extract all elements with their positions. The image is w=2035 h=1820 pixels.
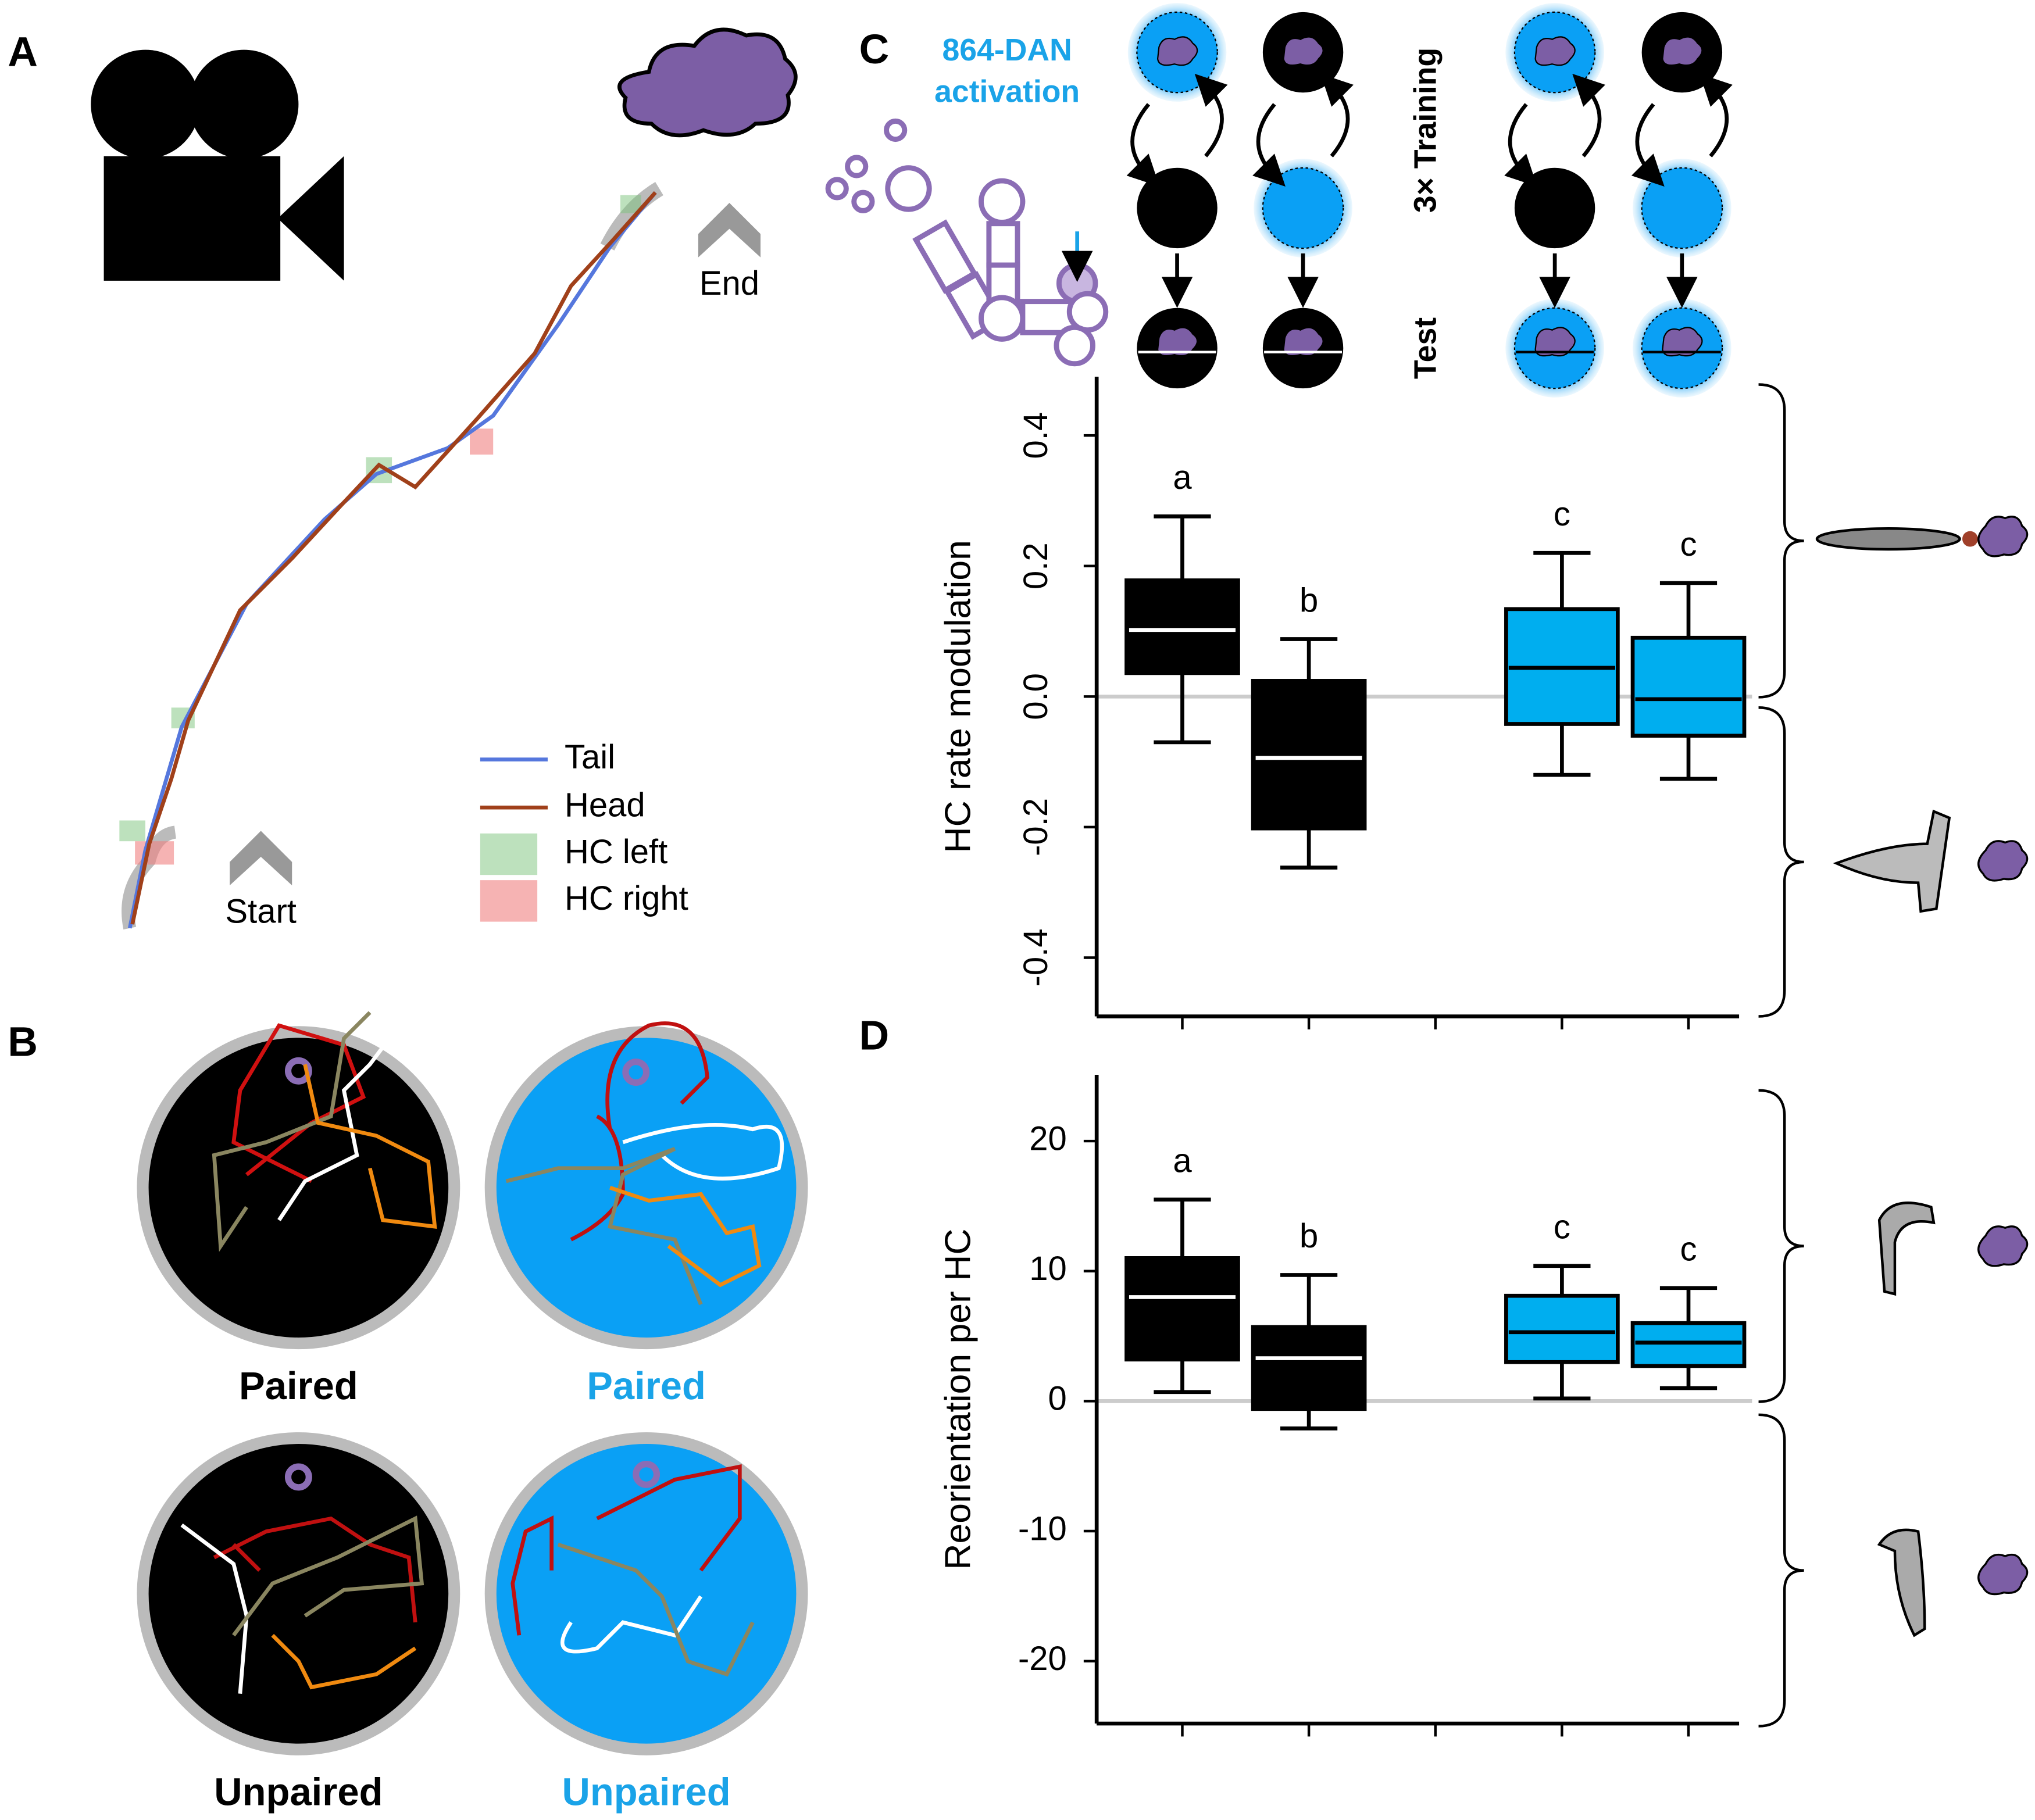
dish <box>1514 167 1595 249</box>
odor <box>1156 327 1198 357</box>
significance-letter: b <box>1299 581 1318 619</box>
y-tick-label: 0.0 <box>1017 673 1055 720</box>
box <box>1251 1325 1367 1411</box>
odor <box>1283 36 1324 66</box>
y-axis-label: HC rate modulation <box>937 540 978 853</box>
legend-label: Head <box>565 786 645 824</box>
larva-tracks <box>180 1011 784 1694</box>
panel-label: A <box>8 28 38 75</box>
box <box>1630 635 1747 738</box>
activation-label: activation <box>934 75 1080 109</box>
significance-letter: c <box>1554 1208 1570 1246</box>
panel-label: C <box>859 26 890 73</box>
significance-letter: c <box>1554 495 1570 533</box>
odor-source <box>284 1057 661 1491</box>
significance-letter: c <box>1680 525 1697 563</box>
test-label: Test <box>1409 317 1443 379</box>
odor <box>1156 36 1198 66</box>
y-axis-label: Reorientation per HC <box>937 1228 978 1569</box>
condition-label: Paired <box>239 1364 358 1408</box>
brace <box>1758 1089 1804 1403</box>
significance-letter: c <box>1680 1231 1697 1268</box>
y-tick-label: 20 <box>1029 1120 1067 1157</box>
arrow <box>1572 73 1606 158</box>
panel-label: D <box>859 1012 890 1059</box>
trajectory <box>119 181 664 929</box>
y-tick-label: 10 <box>1029 1250 1067 1288</box>
arrow <box>1320 73 1354 158</box>
odor <box>1662 36 1703 66</box>
legend <box>480 757 548 922</box>
start-label: Start <box>225 893 297 931</box>
odor <box>1534 327 1576 357</box>
panel-label: B <box>8 1019 38 1065</box>
end-label: End <box>699 264 759 302</box>
neuron-schematic <box>825 118 1109 367</box>
odor-cloud <box>617 27 798 138</box>
odor <box>1534 36 1576 66</box>
legend-label: HC right <box>565 879 688 917</box>
box <box>1630 1321 1747 1368</box>
dish <box>1262 167 1344 249</box>
y-tick-label: -0.2 <box>1017 798 1055 856</box>
arrow <box>1194 73 1228 158</box>
camera-icon <box>91 49 344 281</box>
dish <box>1137 167 1218 249</box>
y-tick-label: -20 <box>1018 1640 1067 1678</box>
significance-letter: a <box>1173 459 1192 496</box>
y-tick-label: 0.4 <box>1017 412 1055 459</box>
box <box>1251 679 1367 831</box>
dish <box>1641 167 1723 249</box>
box <box>1124 578 1240 675</box>
y-tick-label: 0.2 <box>1017 542 1055 589</box>
significance-letter: b <box>1299 1217 1318 1255</box>
box <box>1504 1293 1620 1364</box>
start-end-markers <box>230 202 761 886</box>
training-label: 3× Training <box>1409 48 1443 213</box>
arrow <box>1700 73 1733 158</box>
arrow <box>1252 103 1286 187</box>
odor <box>1283 327 1324 357</box>
protocol-schematic <box>1126 3 1733 398</box>
activation-label: 864-DAN <box>942 33 1072 67</box>
legend-label: HC left <box>565 833 667 871</box>
arrow <box>1631 103 1665 187</box>
y-tick-label: -10 <box>1018 1510 1067 1547</box>
y-tick-label: -0.4 <box>1017 928 1055 986</box>
brace <box>1758 706 1804 1018</box>
condition-label: Unpaired <box>562 1771 731 1814</box>
odor <box>1662 327 1703 357</box>
brace <box>1758 383 1804 699</box>
condition-label: Paired <box>587 1364 706 1408</box>
y-tick-label: 0 <box>1048 1380 1067 1418</box>
box <box>1124 1256 1240 1362</box>
legend-label: Tail <box>565 738 615 776</box>
significance-letter: a <box>1173 1142 1192 1180</box>
larva-icons <box>1815 516 2029 1637</box>
brace <box>1758 1413 1804 1728</box>
condition-label: Unpaired <box>214 1771 383 1814</box>
arrow <box>1504 103 1537 187</box>
arrow <box>1126 103 1160 187</box>
